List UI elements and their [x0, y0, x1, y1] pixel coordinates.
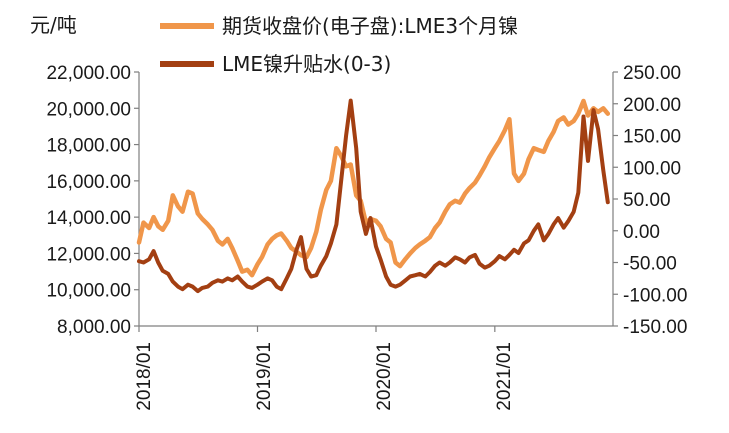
legend-label-spread: LME镍升贴水(0-3) [222, 52, 391, 76]
x-tick-label-2020: 2020/01 [374, 342, 395, 411]
left-tick-label: 14,000.00 [46, 208, 131, 229]
left-tick-label: 22,000.00 [46, 63, 131, 84]
x-tick-label-2019: 2019/01 [254, 342, 275, 411]
left-tick-label: 12,000.00 [46, 244, 131, 265]
left-tick-label: 20,000.00 [46, 99, 131, 120]
right-tick-label: 150.00 [623, 127, 681, 148]
left-tick-label: 10,000.00 [46, 281, 131, 302]
right-tick-label: -150.00 [623, 317, 687, 338]
left-tick-label: 8,000.00 [57, 317, 131, 338]
series-line-lme-nickel-price [136, 98, 611, 278]
legend: 期货收盘价(电子盘):LME3个月镍 LME镍升贴水(0-3) [160, 14, 518, 76]
right-tick-label: 250.00 [623, 63, 681, 84]
x-tick-labels: 2018/01 2019/01 2020/01 2021/01 [134, 342, 515, 411]
right-tick-label: -50.00 [623, 254, 677, 275]
left-tick-label: 16,000.00 [46, 172, 131, 193]
left-unit-label: 元/吨 [30, 13, 77, 37]
plot-area: 22,000.00 20,000.00 18,000.00 16,000.00 14,0… [46, 63, 687, 338]
x-tick-label-2018: 2018/01 [134, 342, 155, 411]
series-line-lme-nickel-spread [137, 98, 610, 294]
right-tick-label: 200.00 [623, 95, 681, 116]
right-tick-label: 50.00 [623, 190, 671, 211]
legend-label-price: 期货收盘价(电子盘):LME3个月镍 [222, 14, 518, 38]
x-tick-label-2021: 2021/01 [494, 342, 515, 411]
right-tick-label: -100.00 [623, 285, 687, 306]
right-tick-label: 100.00 [623, 158, 681, 179]
left-tick-label: 18,000.00 [46, 136, 131, 157]
right-tick-label: 0.00 [623, 222, 660, 243]
